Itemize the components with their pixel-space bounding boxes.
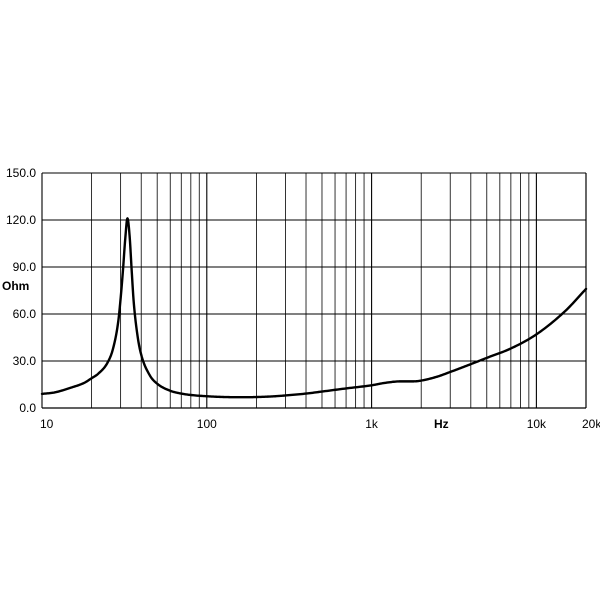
y-tick-label: 60.0 — [13, 307, 37, 321]
x-axis-label: Hz — [434, 417, 449, 431]
x-tick-label: 1k — [365, 417, 379, 431]
x-tick-label: 10 — [40, 417, 54, 431]
y-tick-label: 30.0 — [13, 354, 37, 368]
y-axis-label: Ohm — [2, 279, 29, 293]
y-tick-label: 120.0 — [6, 213, 36, 227]
grid — [41, 172, 587, 409]
x-tick-label: 20k — [582, 417, 600, 431]
series-layer — [40, 217, 588, 399]
tick-labels: 0.0 30.0 60.0 90.0 120.0 150.0 10 100 1k 10k 20k — [6, 166, 600, 431]
y-tick-label: 90.0 — [13, 260, 37, 274]
y-tick-label: 150.0 — [6, 166, 36, 180]
x-tick-label: 10k — [527, 417, 547, 431]
y-tick-label: 0.0 — [19, 401, 36, 415]
impedance-curve — [40, 217, 588, 399]
x-tick-label: 100 — [197, 417, 217, 431]
